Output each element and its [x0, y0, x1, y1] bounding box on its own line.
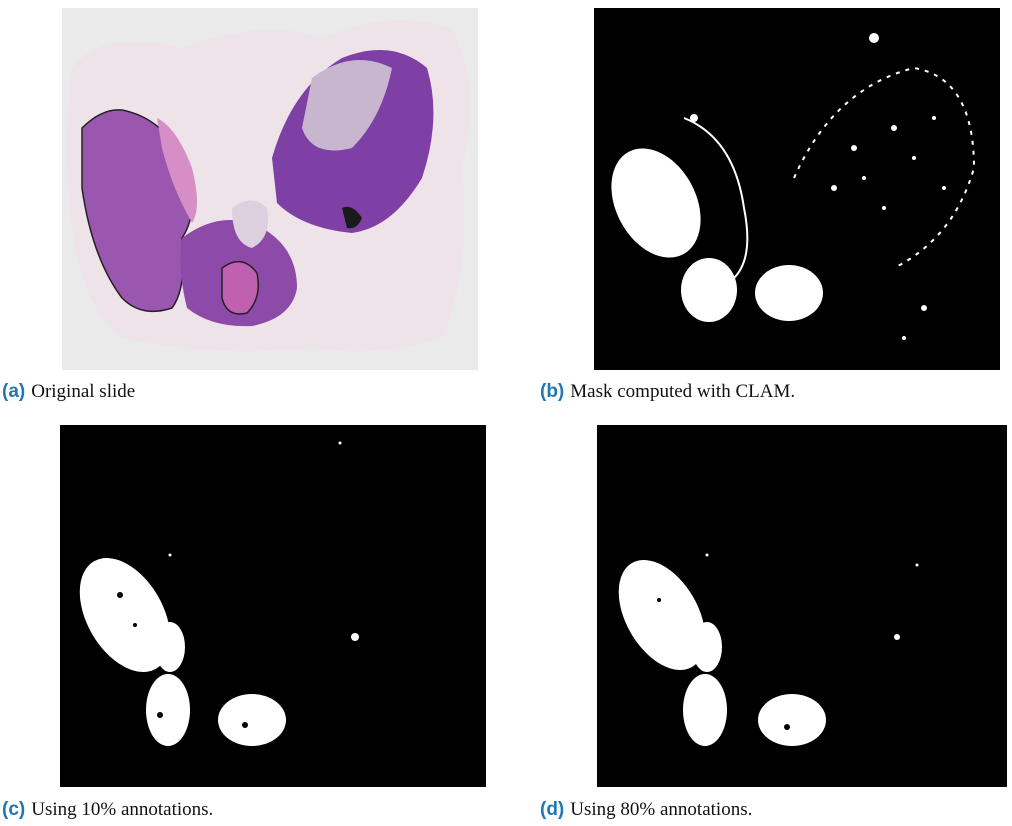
caption-label: (c): [2, 799, 25, 820]
caption: (d) Using 80% annotations.: [540, 799, 752, 821]
caption: (c) Using 10% annotations.: [2, 799, 213, 821]
figure-page: (a) Original slide (b) Mask computed with …: [0, 0, 1012, 826]
caption-label: (b): [540, 381, 564, 402]
caption-text: Mask computed with CLAM.: [570, 381, 795, 402]
caption: (a) Original slide: [2, 381, 135, 403]
caption-text: Using 10% annotations.: [31, 799, 213, 820]
slide-image: [62, 8, 478, 370]
caption-label: (d): [540, 799, 564, 820]
prediction-image: [60, 425, 486, 787]
mask-image: [594, 8, 1000, 370]
caption-label: (a): [2, 381, 25, 402]
caption: (b) Mask computed with CLAM.: [540, 381, 795, 403]
prediction-image: [597, 425, 1007, 787]
caption-text: Using 80% annotations.: [570, 799, 752, 820]
caption-text: Original slide: [31, 381, 135, 402]
